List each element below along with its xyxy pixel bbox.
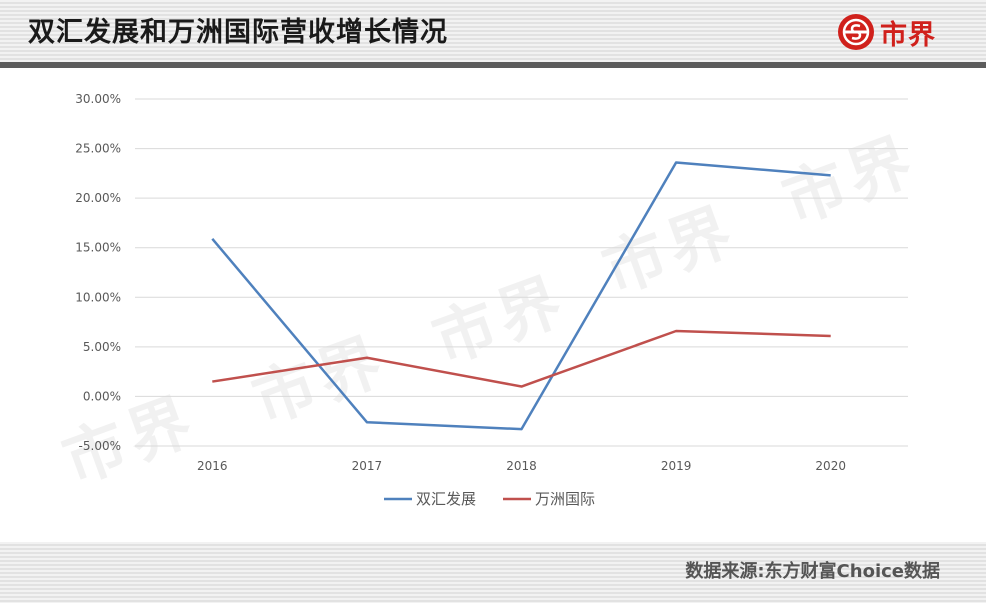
logo-text: 市界 (880, 19, 936, 51)
x-tick-label: 2020 (815, 459, 846, 473)
header-banner (0, 0, 986, 62)
x-tick-label: 2019 (661, 459, 692, 473)
x-tick-label: 2018 (506, 459, 537, 473)
y-tick-label: 15.00% (75, 241, 121, 255)
y-tick-label: 5.00% (83, 340, 121, 354)
y-tick-label: 30.00% (75, 92, 121, 106)
dollar-s-icon (838, 14, 874, 50)
legend-label: 双汇发展 (416, 490, 476, 508)
y-tick-label: 0.00% (83, 389, 121, 403)
legend-label: 万洲国际 (535, 490, 595, 508)
y-tick-label: 20.00% (75, 191, 121, 205)
brand-logo: 市界 (838, 12, 936, 52)
y-tick-label: -5.00% (79, 439, 121, 453)
header-divider (0, 62, 986, 68)
series-line-2 (212, 329, 831, 388)
footer-banner (0, 542, 986, 603)
x-tick-label: 2016 (197, 459, 228, 473)
y-tick-label: 10.00% (75, 290, 121, 304)
page-title: 双汇发展和万洲国际营收增长情况 (28, 17, 448, 48)
series-line-1 (211, 161, 831, 431)
line-chart: 30.00% 25.00% 20.00% 15.00% 10.00% 5.00% 0.00%… (75, 92, 908, 508)
source-note: 数据来源:东方财富Choice数据 (685, 561, 940, 582)
x-tick-label: 2017 (352, 459, 383, 473)
y-tick-label: 25.00% (75, 142, 121, 156)
